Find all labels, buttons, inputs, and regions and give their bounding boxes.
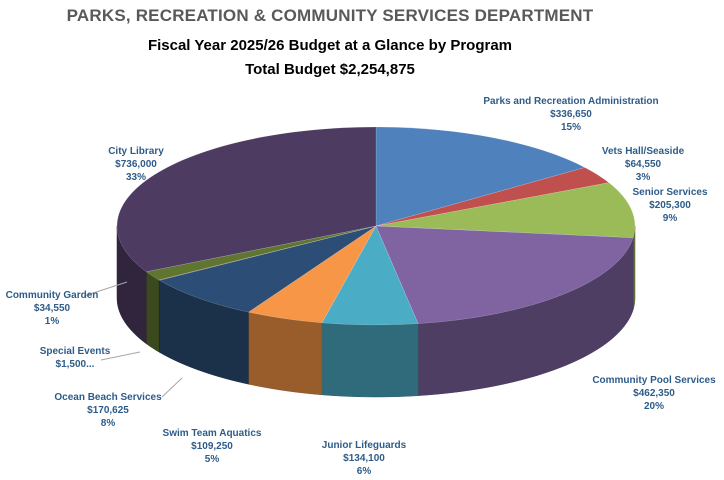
- slice-value: $170,625: [87, 405, 129, 416]
- slice-special-events: [158, 225, 377, 281]
- slice-value: $134,100: [343, 453, 385, 464]
- slice-percent: 9%: [662, 213, 678, 224]
- slice-value: $736,000: [115, 159, 157, 170]
- leader-lines: [83, 281, 183, 398]
- slice-name: Parks and Recreation Administration: [483, 96, 659, 107]
- slice-label-special-events: Special Events $1,500...: [40, 345, 111, 371]
- slice-senior-services: [375, 182, 636, 238]
- slice-swim-team-aquatics: [247, 225, 377, 324]
- slice-community-pool-services: [375, 225, 634, 324]
- slice-label-community-garden: Community Garden $34,550 1%: [6, 289, 99, 328]
- slice-name: Community Garden: [5, 290, 99, 301]
- slice-name: City Library: [108, 146, 164, 157]
- slice-percent: 33%: [125, 172, 147, 183]
- slice-name: Community Pool Services: [592, 375, 716, 386]
- chart-title: Fiscal Year 2025/26 Budget at a Glance b…: [147, 37, 513, 54]
- slice-label-community-pool: Community Pool Services $462,350 20%: [592, 374, 715, 413]
- leader-line: [100, 351, 141, 361]
- slice-name: Ocean Beach Services: [54, 392, 162, 403]
- chart-subtitle: Total Budget $2,254,875: [245, 61, 415, 78]
- slice-parks-and-recreation-administration: [375, 126, 586, 227]
- slice-value: $109,250: [191, 441, 233, 452]
- slice-percent: 6%: [356, 466, 372, 477]
- slice-percent: 15%: [560, 122, 582, 133]
- slice-name: Junior Lifeguards: [321, 440, 407, 451]
- slice-label-senior-services: Senior Services $205,300 9%: [632, 186, 707, 225]
- slice-value: $462,350: [633, 388, 675, 399]
- slice-name: Senior Services: [632, 187, 708, 198]
- slice-value: $64,550: [624, 159, 662, 170]
- slice-value: $205,300: [649, 200, 691, 211]
- slice-label-parks-admin: Parks and Recreation Administration $336…: [483, 95, 658, 134]
- pie-sides: [116, 225, 636, 398]
- slice-side-swim-team-aquatics: [248, 311, 323, 396]
- slice-percent: 20%: [643, 401, 664, 412]
- slice-label-junior-lifeguards: Junior Lifeguards $134,100 6%: [322, 439, 406, 478]
- slice-value: $336,650: [550, 109, 592, 120]
- slice-name: Special Events: [39, 346, 111, 357]
- slice-side-senior-services: [632, 225, 636, 310]
- slice-junior-lifeguards: [321, 225, 419, 326]
- slice-name: Vets Hall/Seaside: [601, 146, 685, 157]
- slice-percent: 3%: [635, 172, 651, 183]
- slice-side-city-library: [116, 225, 147, 345]
- slice-ocean-beach-services: [158, 225, 377, 313]
- slice-label-ocean-beach: Ocean Beach Services $170,625 8%: [54, 391, 161, 430]
- slice-percent: 5%: [204, 454, 220, 465]
- slice-city-library: [116, 126, 377, 272]
- slice-label-vets-hall: Vets Hall/Seaside $64,550 3%: [602, 145, 684, 184]
- slice-value: $1,500...: [55, 359, 95, 370]
- slice-community-garden: [145, 225, 377, 281]
- slice-side-community-garden: [146, 271, 160, 353]
- slice-side-junior-lifeguards: [321, 322, 419, 398]
- slice-label-city-library: City Library $736,000 33%: [108, 145, 164, 184]
- slice-percent: 1%: [44, 316, 60, 327]
- slice-percent: 8%: [100, 418, 116, 429]
- pie-tops: [116, 126, 636, 326]
- leader-line: [161, 377, 183, 398]
- slice-name: Swim Team Aquatics: [162, 428, 262, 439]
- slice-label-swim-team: Swim Team Aquatics $109,250 5%: [163, 427, 262, 466]
- slice-value: $34,550: [33, 303, 71, 314]
- department-title: PARKS, RECREATION & COMMUNITY SERVICES D…: [66, 6, 594, 25]
- leader-line: [83, 281, 128, 297]
- slice-vets-hall-seaside: [375, 167, 610, 227]
